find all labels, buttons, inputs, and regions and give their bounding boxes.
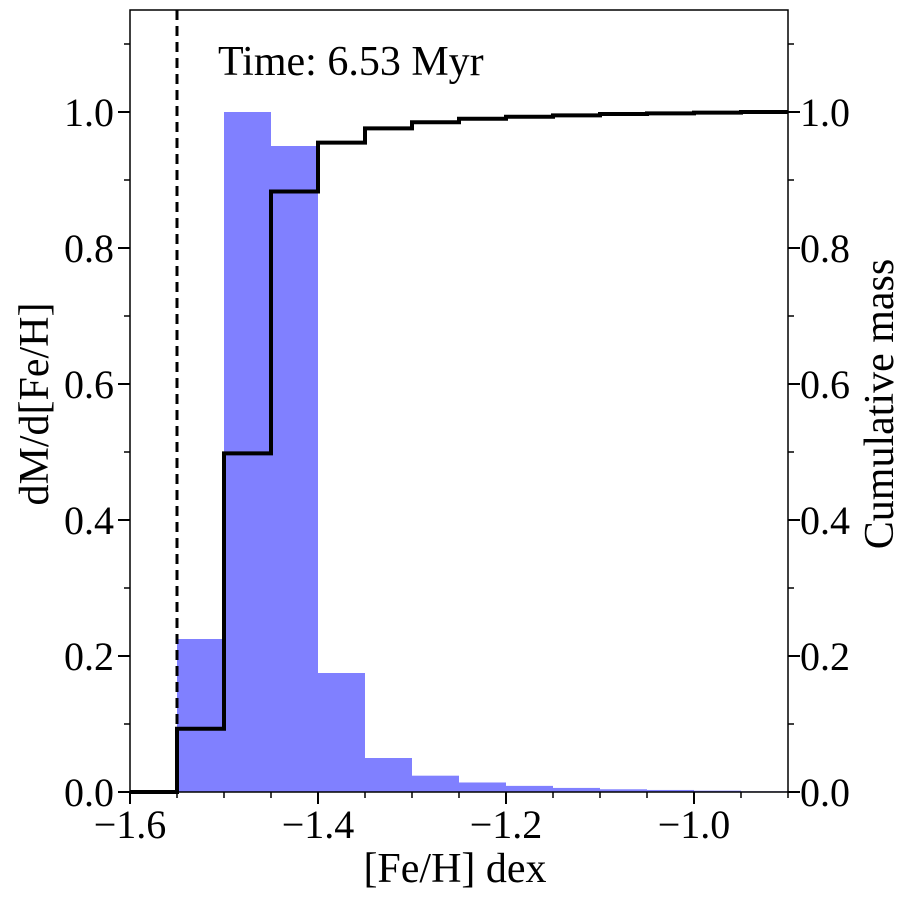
x-axis-label: [Fe/H] dex (363, 846, 546, 892)
y2-tick-label: 0.0 (800, 770, 850, 815)
histogram-bar (506, 785, 553, 792)
y-tick-label: 0.6 (64, 362, 114, 407)
axis-ticks (118, 43, 800, 804)
histogram-bar (177, 639, 224, 792)
histogram-bar (365, 758, 412, 792)
histogram-bar (459, 782, 506, 792)
axis-tick-labels: −1.6 −1.4 −1.2 −1.0 0.0 0.0 0.2 0.2 0.4 0.4 0.6 0.6… (64, 90, 850, 847)
secondary-y-axis-label: Cumulative mass (857, 259, 900, 549)
cumulative-mass-line (130, 110, 788, 794)
y-axis-label: dM/d[Fe/H] (12, 303, 58, 506)
histogram-bar (271, 146, 318, 792)
y2-tick-label: 0.8 (800, 226, 850, 271)
time-annotation: Time: 6.53 Myr (218, 39, 484, 85)
x-tick-label: −1.4 (282, 802, 355, 847)
histogram-bar (647, 789, 694, 792)
histogram-bar (553, 787, 600, 792)
x-tick-label: −1.0 (658, 802, 731, 847)
y-tick-label: 1.0 (64, 90, 114, 135)
y2-tick-label: 1.0 (800, 90, 850, 135)
histogram-bar (600, 789, 647, 792)
y-tick-label: 0.8 (64, 226, 114, 271)
histogram-bar (412, 775, 459, 792)
y2-tick-label: 0.4 (800, 498, 850, 543)
x-tick-label: −1.2 (470, 802, 543, 847)
y2-tick-label: 0.2 (800, 634, 850, 679)
y-tick-label: 0.0 (64, 770, 114, 815)
histogram-bar (318, 673, 365, 792)
x-tick-label: −1.6 (94, 802, 167, 847)
y-tick-label: 0.4 (64, 498, 114, 543)
y2-tick-label: 0.6 (800, 362, 850, 407)
y-tick-label: 0.2 (64, 634, 114, 679)
